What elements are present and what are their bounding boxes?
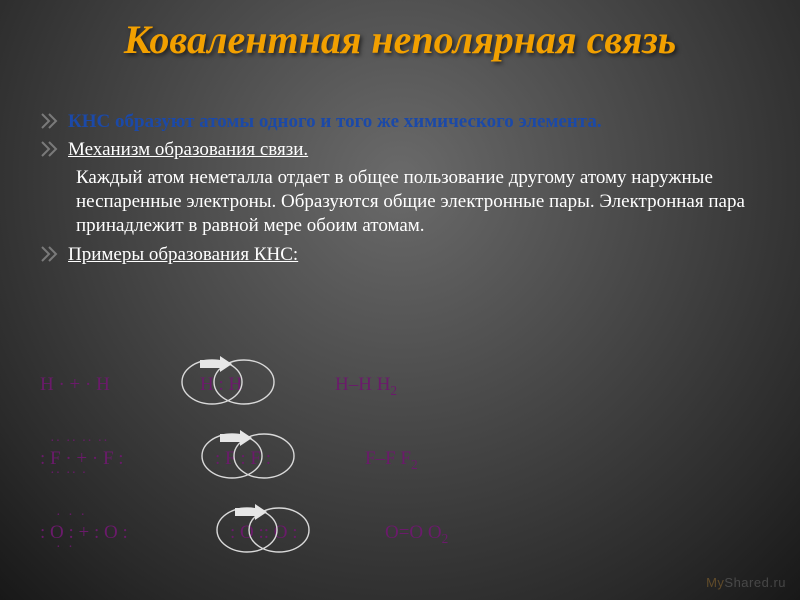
- h2-left: H · + · H: [40, 374, 110, 396]
- slide-title: Ковалентная неполярная связь: [0, 16, 800, 63]
- o2-right-text: O=O O: [385, 522, 442, 543]
- example-f2: ·· ·· ·· ·· : F · + · F : : F : F : F–F …: [40, 430, 790, 504]
- bullet-examples-heading: Примеры образования КНС:: [40, 243, 760, 267]
- f2-dots-bot: ·· ·· ·: [50, 466, 87, 482]
- h2-right-text: H–H H: [335, 374, 390, 395]
- bullet-mechanism-heading: Механизм образования связи.: [40, 138, 760, 162]
- slide: Ковалентная неполярная связь КНС образую…: [0, 0, 800, 600]
- o2-sub: 2: [442, 531, 449, 546]
- examples-block: H · + · H H : H H–H H2 ·· ·· ·· ·· : F ·: [40, 356, 790, 578]
- h2-mid: H : H: [200, 374, 242, 396]
- f2-right: F–F F2: [365, 448, 418, 473]
- o2-mid: : O :: O :: [230, 522, 298, 544]
- bullet-marker-icon: [40, 140, 68, 162]
- f2-sub: 2: [411, 457, 418, 472]
- o2-dots-bot: · ·: [56, 540, 75, 556]
- h2-right: H–H H2: [335, 374, 397, 399]
- bullet-text: Механизм образования связи.: [68, 138, 760, 162]
- example-h2: H · + · H H : H H–H H2: [40, 356, 790, 430]
- slide-body: КНС образуют атомы одного и того же хими…: [40, 110, 760, 271]
- o2-right: O=O O2: [385, 522, 448, 547]
- title-text: Ковалентная неполярная связь: [124, 17, 676, 62]
- bullet-marker-icon: [40, 245, 68, 267]
- h2-sub: 2: [390, 383, 397, 398]
- f2-mid: : F : F :: [215, 448, 271, 470]
- bullet-knс-definition: КНС образуют атомы одного и того же хими…: [40, 110, 760, 134]
- f2-right-text: F–F F: [365, 448, 411, 469]
- mechanism-paragraph: Каждый атом неметалла отдает в общее пол…: [76, 166, 760, 237]
- bullet-marker-icon: [40, 112, 68, 134]
- watermark-right: Shared.ru: [724, 575, 786, 590]
- example-o2: · · · : O : + : O : : O :: O : O=O O2 · …: [40, 504, 790, 578]
- bullet-text: Примеры образования КНС:: [68, 243, 760, 267]
- o2-left: : O : + : O :: [40, 522, 128, 544]
- watermark: MyShared.ru: [706, 575, 786, 590]
- watermark-left: My: [706, 575, 724, 590]
- bullet-text: КНС образуют атомы одного и того же хими…: [68, 110, 760, 134]
